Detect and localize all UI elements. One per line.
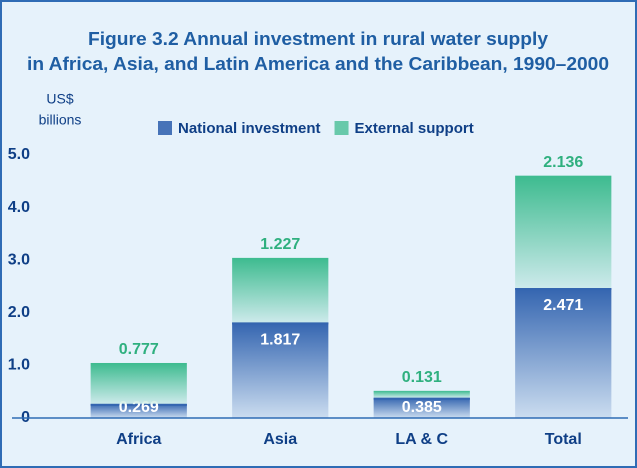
y-tick-label: 2.0 — [8, 304, 30, 321]
legend-label: External support — [355, 120, 474, 137]
x-tick-label: Asia — [263, 431, 297, 448]
segment-top — [373, 397, 470, 400]
x-tick-label: Total — [545, 431, 582, 448]
x-tick-label: LA & C — [395, 431, 448, 448]
value-label: 0.131 — [402, 369, 442, 386]
chart-title: Figure 3.2 Annual investment in rural wa… — [88, 29, 548, 49]
value-label: 2.136 — [543, 154, 583, 171]
legend-label: National investment — [178, 120, 321, 137]
segment-top — [515, 288, 612, 291]
value-label: 1.227 — [260, 236, 300, 253]
bar-segment — [232, 322, 329, 418]
segment-top — [232, 322, 329, 325]
value-label: 0.385 — [402, 399, 442, 416]
y-tick-label: 1.0 — [8, 357, 30, 374]
y-axis-label: US$ — [46, 91, 73, 107]
bar-segment — [515, 288, 612, 418]
segment-top — [90, 403, 187, 406]
y-tick-label: 3.0 — [8, 251, 30, 268]
value-label: 0.777 — [119, 341, 159, 358]
value-label: 2.471 — [543, 297, 583, 314]
y-tick-label: 4.0 — [8, 199, 30, 216]
bar-segment — [373, 397, 470, 418]
y-tick-label: 5.0 — [8, 146, 30, 163]
bar-segment — [232, 257, 329, 323]
bar-segment — [90, 362, 187, 404]
bar-segment — [515, 175, 612, 289]
value-label: 1.817 — [260, 332, 300, 349]
legend-swatch — [334, 121, 349, 135]
chart-title: in Africa, Asia, and Latin America and t… — [27, 54, 609, 74]
y-axis-label: billions — [39, 112, 82, 128]
bar-segment — [90, 403, 187, 418]
bar-segment — [373, 390, 470, 398]
x-tick-label: Africa — [116, 431, 161, 448]
legend-swatch — [158, 121, 172, 135]
